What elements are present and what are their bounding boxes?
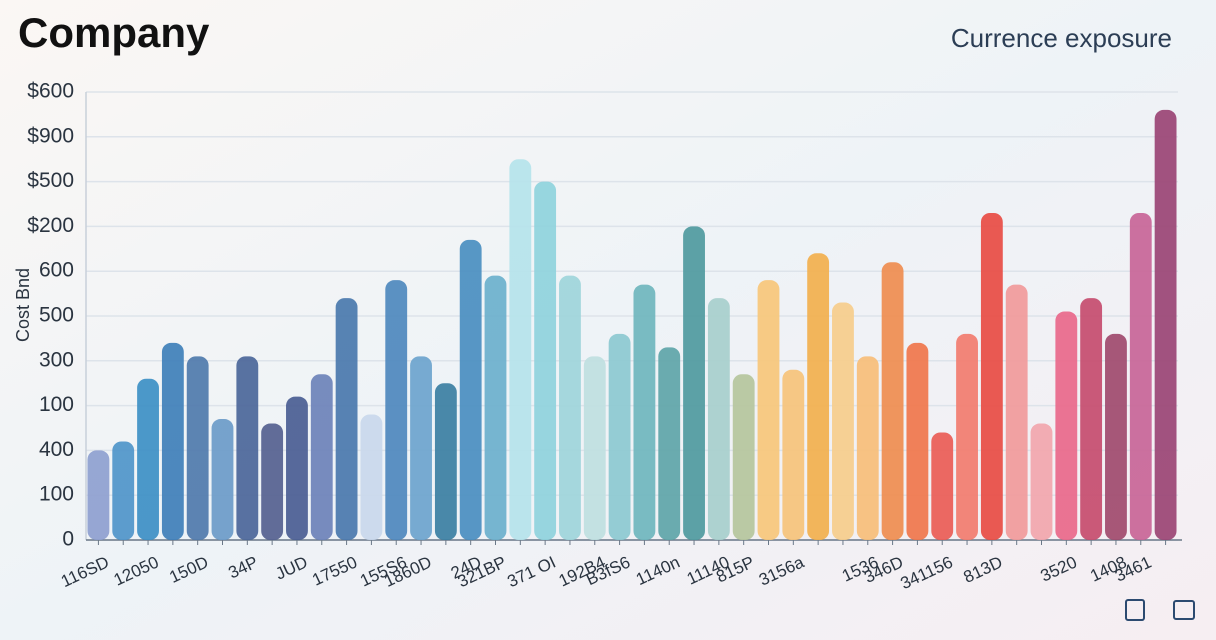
toolbar [1125,599,1195,621]
bar [87,450,110,540]
bar [856,356,879,540]
bar [434,383,457,540]
y-tick-label: $900 [27,124,74,147]
y-tick-label: 0 [62,528,74,551]
bar [807,253,830,540]
bar [782,369,805,540]
bar [559,275,581,540]
y-tick-label: $600 [27,80,74,103]
bar [633,284,656,540]
bar [509,159,532,540]
bar [1129,212,1152,540]
chart-subtitle: Currence exposure [951,23,1172,53]
bar [410,356,432,540]
bar [385,280,408,540]
y-tick-label: 400 [39,438,74,461]
bar [286,396,308,540]
bar [583,356,606,540]
chart-title: Company [18,9,210,56]
bar [832,302,854,540]
bar [137,378,159,540]
bar [658,347,681,540]
bar [310,374,333,540]
y-tick-label: 600 [39,259,74,282]
bar [1055,311,1078,540]
bar [112,441,135,540]
bar [236,356,259,540]
bar [732,374,755,540]
export-icon[interactable] [1173,600,1195,620]
bar [1105,333,1127,540]
bar [360,414,383,540]
y-tick-label: 300 [39,348,74,371]
bar [1030,423,1053,540]
bar [186,356,209,540]
bar [1080,298,1103,540]
bar [261,423,284,540]
y-axis-label: Cost Bnd [13,268,33,342]
bar [1005,284,1028,540]
y-tick-label: $500 [27,169,74,192]
bar [707,298,730,540]
y-tick-label: $200 [27,214,74,237]
bar [683,226,705,540]
bar [980,212,1003,540]
bar [881,262,904,540]
bar [757,280,780,540]
bar [956,333,978,540]
bar [459,239,482,540]
download-icon[interactable] [1125,599,1145,621]
bar [534,181,557,540]
y-tick-label: 100 [39,393,74,416]
bar [931,432,954,540]
bar [906,342,929,540]
bar [1154,109,1177,541]
y-tick-label: 500 [39,304,74,327]
bar [484,275,507,540]
bar [335,298,358,540]
bar [608,333,631,540]
bar [161,342,184,540]
bar [211,419,234,540]
y-tick-label: 100 [39,483,74,506]
